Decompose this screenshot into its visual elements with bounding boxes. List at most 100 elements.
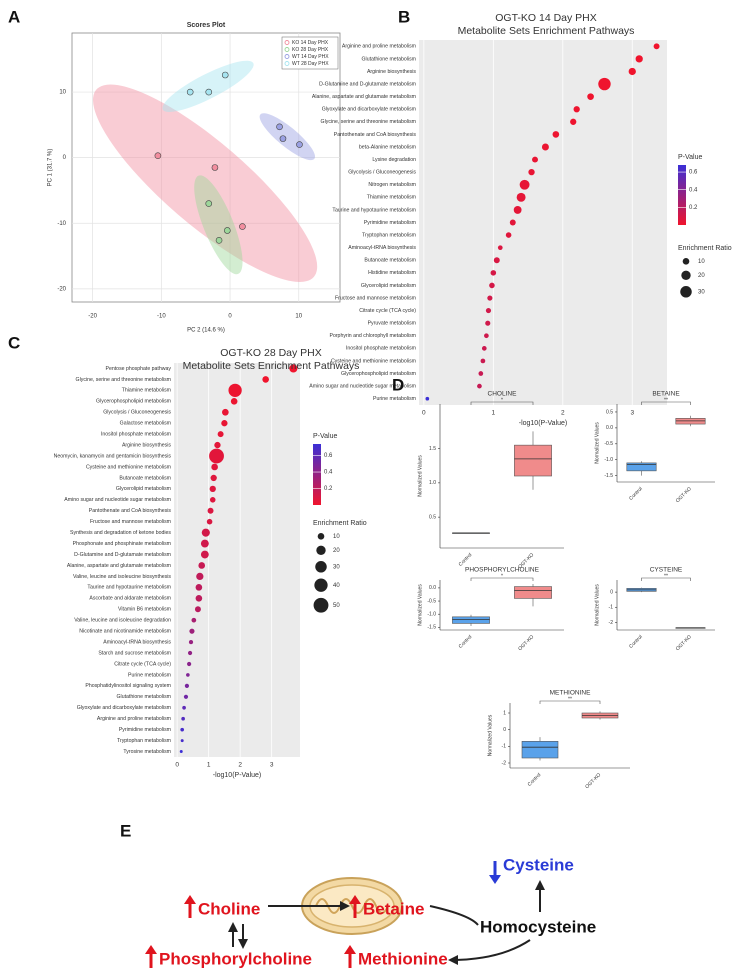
y-tick-label: Pyruvate metabolism [368,321,416,327]
significance-bracket [539,700,601,704]
colorbar [678,165,686,225]
dot [194,606,201,613]
x-tick-label: 3 [630,410,634,417]
dot [628,67,636,76]
dot [509,219,516,226]
y-tick-label: Aminoacyl-tRNA biosynthesis [348,245,416,251]
dot [187,650,193,656]
y-tick-label: Neomycin, kanamycin and gentamicin biosy… [54,453,172,459]
chart-title: CYSTEINE [650,567,683,574]
x-tick-label: Control [628,634,644,650]
y-tick-label: Synthesis and degradation of ketone bodi… [70,530,171,536]
x-tick-label: 3 [270,762,274,769]
dot [187,661,192,667]
confidence-ellipse [92,84,318,282]
dot [485,320,491,326]
dot [180,739,184,743]
dot [478,371,484,376]
y-axis-label: Normalized Values [594,584,600,626]
dot [222,408,229,416]
dot [481,346,487,351]
dot [198,562,206,569]
y-tick-label: Pantothenate and CoA biosynthesis [89,508,172,514]
y-tick-label: Nicotinate and nicotinamide metabolism [79,629,171,635]
box-plot: 1 0 -1 -2 Control OGT-KO **METHIONINE Normalize… [487,690,630,790]
chart-title: OGT-KO 14 Day PHX [495,12,597,24]
node-label: Cysteine [503,855,574,874]
dot [221,420,228,427]
y-tick-label: Histidine metabolism [368,270,416,276]
y-tick-label: Glutathione metabolism [117,694,172,700]
dot [230,397,238,405]
y-tick-label: 0.0 [606,425,613,431]
y-axis-label: Normalized Values [417,584,423,626]
dot [182,705,186,710]
size-legend-label: 30 [698,289,705,295]
box [626,462,657,472]
dot [211,463,218,471]
box-plot: 0.5 0.0 -0.5 -1.0 -1.5 Control OGT-KO **BETAINE… [594,391,715,504]
dot [289,364,298,373]
reaction-arrows [228,880,545,965]
colorbar-tick-label: 0.6 [689,170,698,176]
x-tick-label: OGT-KO [517,634,535,652]
dot [570,118,577,125]
legend-label: WT 14 Day PHX [292,54,329,60]
dot [532,156,538,163]
legend-marker [284,40,290,45]
dot [181,716,185,721]
y-tick-label: Glutathione metabolism [362,56,417,62]
y-tick-label: Galactose metabolism [120,421,171,427]
color-legend-title: P-Value [313,433,337,440]
dot [528,169,535,176]
point [205,88,213,96]
plot-area [419,40,667,405]
dot [214,441,221,449]
significance-label: ** [568,696,572,702]
x-tick-label: -20 [88,314,97,320]
confidence-ellipse [194,175,243,275]
dot [598,77,611,91]
y-tick-label: Porphyrin and chlorophyll metabolism [329,333,416,339]
dot [262,376,269,383]
x-tick-label: 10 [295,314,302,320]
x-tick-label: OGT-KO [584,772,602,790]
y-tick-label: Inositol phosphate metabolism [346,346,416,352]
size-legend-marker [315,561,327,573]
dot [513,205,522,214]
x-axis-label: -log10(P-Value) [519,420,568,427]
y-tick-label: Purine metabolism [128,672,171,678]
y-axis-label: Normalized Values [594,422,600,464]
x-tick-label: 0 [422,410,426,417]
colorbar-tick-label: 0.2 [324,486,333,492]
dot [480,358,486,364]
chart-title: OGT-KO 28 Day PHX [220,347,322,359]
y-tick-label: Thiamine metabolism [367,195,416,201]
y-tick-label: 0.0 [429,585,436,591]
size-legend-label: 20 [333,548,340,554]
significance-label: * [501,397,503,403]
legend-marker [284,47,290,52]
size-legend-label: 50 [333,603,340,609]
y-tick-label: Butanoate metabolism [364,258,416,264]
dot [541,143,549,151]
significance-label: ** [664,573,668,579]
y-tick-label: Tryptophan metabolism [117,738,171,744]
dot [519,179,530,190]
x-tick-label: 1 [492,410,496,417]
y-tick-label: 0.5 [429,514,436,520]
significance-bracket [641,577,691,581]
chart-subtitle: Metabolite Sets Enrichment Pathways [183,360,360,372]
y-tick-label: Amino sugar and nucleotide sugar metabol… [309,383,416,389]
size-legend-marker [682,258,690,265]
y-tick-label: Pentose phosphate pathway [106,366,172,372]
y-axis-label: Normalized Values [487,714,493,756]
point [205,200,213,207]
y-tick-label: 0 [63,155,67,161]
size-legend-title: Enrichment Ratio [678,245,732,252]
legend-label: KO 14 Day PHX [292,40,329,46]
confidence-ellipse [259,113,316,161]
colorbar-tick-label: 0.4 [324,470,333,476]
